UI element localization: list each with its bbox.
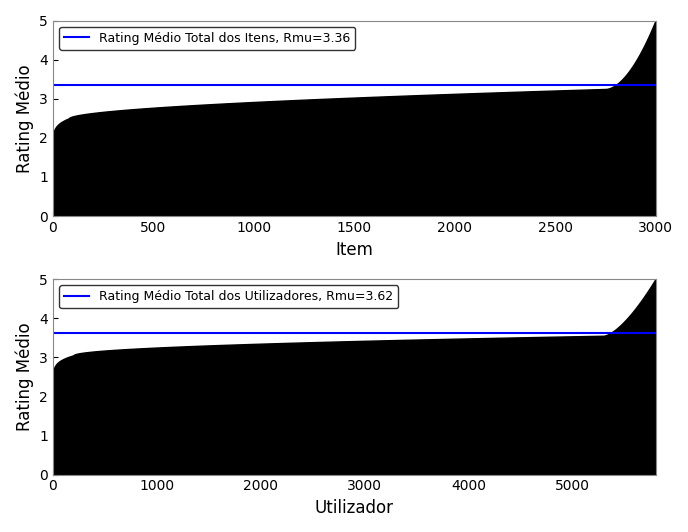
Rating Médio Total dos Utilizadores, Rmu=3.62: [49, 330, 57, 336]
X-axis label: Item: Item: [335, 240, 373, 259]
Rating Médio Total dos Itens, Rmu=3.36: [49, 81, 57, 88]
Rating Médio Total dos Utilizadores, Rmu=3.62: [49, 330, 57, 336]
Y-axis label: Rating Médio: Rating Médio: [15, 322, 34, 431]
Rating Médio Total dos Itens, Rmu=3.36: [49, 81, 57, 88]
Y-axis label: Rating Médio: Rating Médio: [15, 64, 34, 172]
Legend: Rating Médio Total dos Itens, Rmu=3.36: Rating Médio Total dos Itens, Rmu=3.36: [59, 27, 355, 50]
Legend: Rating Médio Total dos Utilizadores, Rmu=3.62: Rating Médio Total dos Utilizadores, Rmu…: [59, 285, 398, 308]
X-axis label: Utilizador: Utilizador: [314, 499, 394, 517]
